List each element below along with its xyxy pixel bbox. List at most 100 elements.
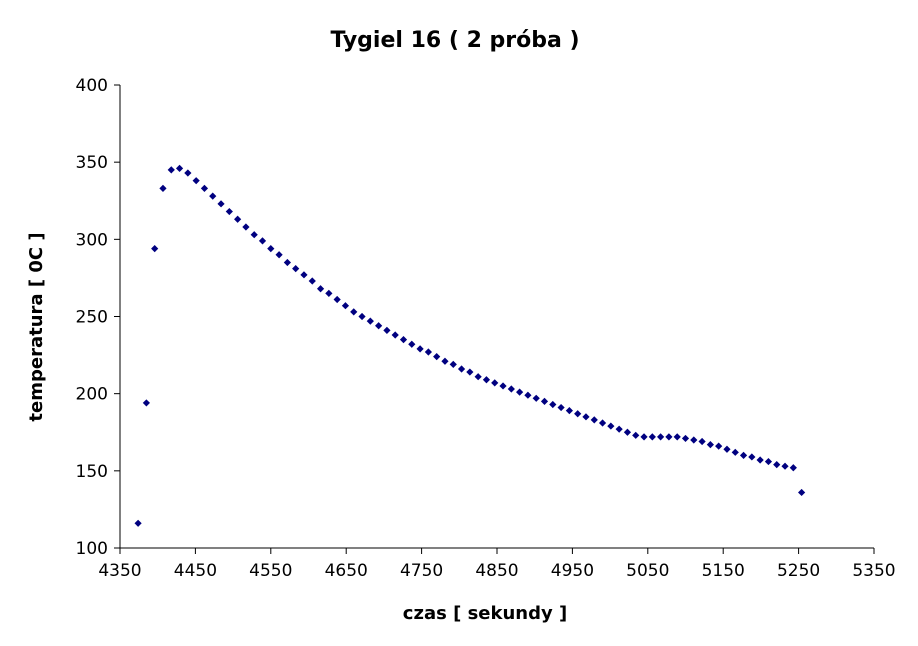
data-points	[134, 164, 806, 527]
data-point	[234, 215, 242, 223]
data-point	[731, 448, 739, 456]
x-tick-label: 4650	[325, 561, 368, 581]
data-point	[316, 285, 325, 293]
data-point	[175, 164, 184, 172]
data-point	[673, 433, 681, 441]
x-axis-title: czas [ sekundy ]	[403, 603, 567, 624]
data-point	[524, 391, 532, 399]
data-point	[582, 413, 590, 421]
data-point	[557, 403, 565, 412]
data-point	[167, 166, 175, 174]
data-point	[598, 419, 607, 427]
data-point	[358, 312, 366, 321]
data-point	[590, 416, 598, 424]
data-point	[756, 456, 764, 464]
data-point	[723, 445, 731, 453]
data-point	[275, 251, 283, 259]
data-point	[242, 223, 250, 231]
data-point	[789, 464, 797, 472]
data-point	[623, 428, 632, 436]
data-point	[466, 368, 474, 376]
data-point	[424, 348, 432, 356]
x-tick-label: 4850	[475, 561, 518, 581]
data-point	[383, 326, 391, 334]
data-point	[773, 461, 781, 469]
data-point	[657, 433, 665, 441]
data-point	[250, 231, 258, 239]
data-point	[209, 192, 217, 200]
x-tick-label: 4750	[400, 561, 443, 581]
data-point	[267, 244, 275, 253]
data-point	[283, 258, 291, 267]
data-point	[615, 425, 623, 433]
data-point	[798, 488, 806, 497]
x-tick-label: 5050	[626, 561, 669, 581]
data-point	[690, 436, 698, 444]
y-tick-label: 400	[76, 76, 108, 96]
data-point	[391, 331, 399, 339]
data-point	[366, 317, 374, 325]
x-tick-label: 4950	[551, 561, 594, 581]
data-point	[491, 379, 499, 387]
data-point	[308, 277, 316, 285]
data-point	[184, 169, 192, 177]
data-point	[457, 365, 466, 373]
data-point	[540, 397, 549, 405]
data-point	[333, 295, 341, 304]
data-point	[134, 519, 142, 527]
data-point	[565, 407, 573, 415]
data-point	[474, 373, 482, 381]
y-tick-label: 150	[76, 462, 108, 482]
data-point	[142, 399, 150, 407]
y-tick-label: 100	[76, 539, 108, 559]
x-tick-label: 4350	[98, 561, 141, 581]
data-point	[607, 422, 615, 430]
data-point	[764, 457, 773, 466]
y-tick-label: 200	[76, 385, 108, 405]
data-point	[640, 433, 648, 441]
data-point	[516, 388, 524, 396]
data-point	[200, 184, 209, 193]
data-point	[151, 244, 159, 253]
y-tick-label: 350	[76, 153, 108, 173]
y-tick-label: 300	[76, 230, 108, 250]
data-point	[706, 440, 714, 449]
data-point	[681, 434, 690, 443]
data-point	[781, 462, 789, 470]
y-axis-title: temperatura [ 0C ]	[26, 232, 47, 421]
axes: 100 150 200 250 300 350 400 4350 4450 4550 4650 475…	[76, 76, 896, 581]
data-point	[225, 207, 233, 216]
data-point	[507, 385, 515, 393]
data-point	[433, 353, 441, 361]
data-point	[532, 394, 540, 402]
data-point	[408, 340, 416, 348]
data-point	[739, 451, 748, 459]
data-point	[325, 289, 333, 297]
data-point	[350, 308, 358, 316]
x-tick-label: 4550	[249, 561, 292, 581]
data-point	[217, 200, 225, 208]
x-tick-label: 5150	[702, 561, 745, 581]
data-point	[632, 431, 640, 439]
data-point	[482, 376, 491, 384]
data-point	[665, 433, 673, 441]
data-point	[341, 302, 350, 310]
data-point	[698, 437, 706, 446]
x-tick-label: 4450	[174, 561, 217, 581]
data-point	[549, 400, 557, 409]
data-point	[416, 345, 424, 353]
data-point	[159, 184, 167, 193]
data-point	[192, 177, 200, 185]
data-point	[258, 237, 267, 245]
data-point	[375, 322, 383, 330]
chart-title: Tygiel 16 ( 2 próba )	[330, 28, 579, 53]
y-tick-label: 250	[76, 308, 108, 328]
data-point	[300, 271, 308, 279]
data-point	[292, 265, 300, 273]
data-point	[574, 410, 582, 418]
data-point	[499, 382, 507, 390]
data-point	[441, 357, 449, 365]
data-point	[715, 442, 723, 450]
data-point	[748, 453, 756, 461]
